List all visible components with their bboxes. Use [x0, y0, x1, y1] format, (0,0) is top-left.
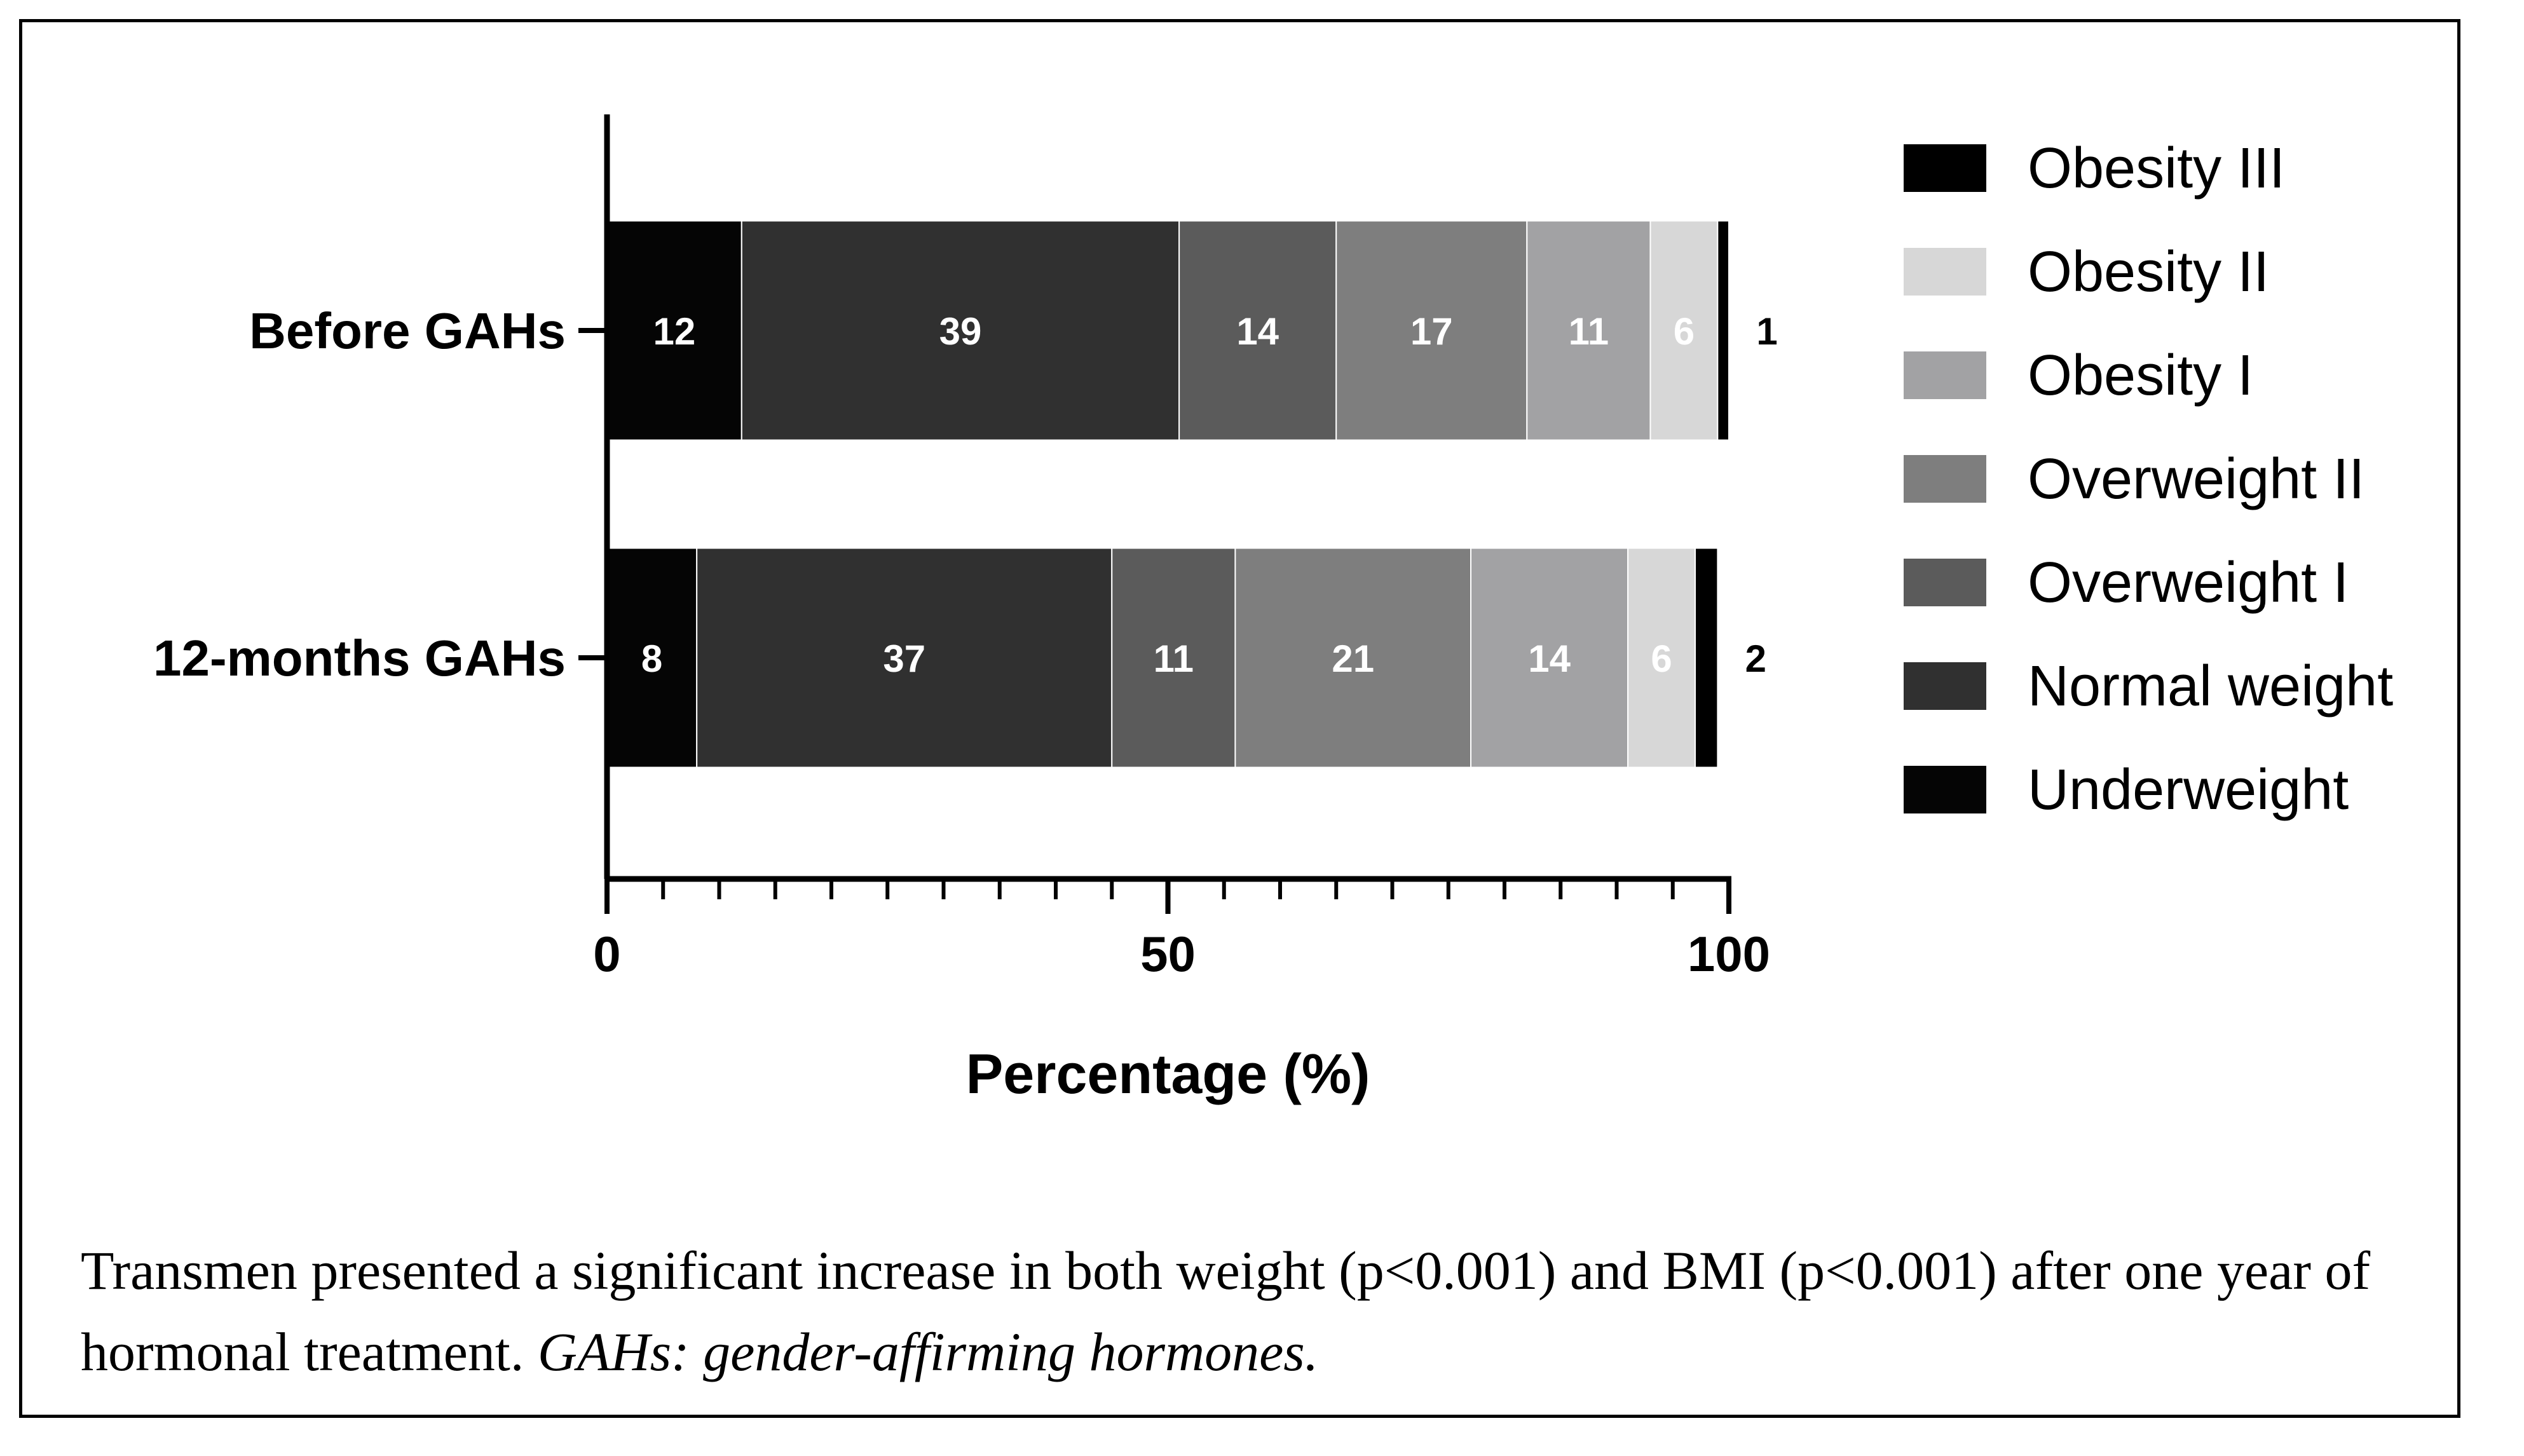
legend-item-obesity-ii: Obesity II — [1904, 240, 2269, 304]
legend-swatch — [1904, 766, 1986, 813]
bar-segment-underweight-1 — [606, 547, 698, 768]
legend-item-underweight: Underweight — [1904, 758, 2349, 822]
figure-caption: Transmen presented a significant increas… — [81, 1230, 2432, 1392]
legend-label: Obesity II — [2028, 240, 2269, 304]
bar-segment-obesity-ii-0 — [1649, 220, 1719, 441]
legend-label: Normal weight — [2028, 655, 2393, 718]
data-label-underweight-0: 12 — [653, 310, 696, 353]
x-tick-label-100: 100 — [1688, 926, 1770, 982]
data-label-obesity-i-1: 14 — [1528, 637, 1571, 680]
bar-segment-normal-weight-1 — [696, 547, 1113, 768]
caption-text: Transmen presented a significant increas… — [81, 1240, 2371, 1382]
data-label-obesity-ii-1: 6 — [1651, 637, 1672, 680]
x-tick-label-50: 50 — [1140, 926, 1196, 982]
bar-segment-overweight-i-0 — [1178, 220, 1337, 441]
legend-label: Overweight II — [2028, 447, 2364, 511]
data-label-normal-weight-1: 37 — [883, 637, 925, 680]
data-label-overweight-ii-1: 21 — [1332, 637, 1374, 680]
legend: Obesity III Obesity II Obesity I Overweight… — [1904, 137, 2393, 822]
axes-layer: Before GAHs 12-months GAHs 0 50 100 Percentag… — [153, 114, 1770, 1105]
bars-layer: 12 39 14 17 11 6 1 8 37 11 21 14 6 2 — [606, 220, 1778, 768]
data-label-underweight-1: 8 — [641, 637, 662, 680]
category-label-1: 12-months GAHs — [153, 630, 566, 686]
legend-item-overweight-i: Overweight I — [1904, 551, 2349, 615]
x-axis-title: Percentage (%) — [966, 1042, 1370, 1105]
data-label-obesity-ii-0: 6 — [1674, 310, 1695, 353]
legend-item-obesity-iii: Obesity III — [1904, 137, 2285, 200]
data-label-overweight-i-1: 11 — [1154, 637, 1194, 680]
bar-segment-obesity-iii-1 — [1695, 547, 1719, 768]
legend-label: Obesity III — [2028, 137, 2285, 200]
data-label-obesity-iii-1: 2 — [1745, 637, 1766, 680]
data-label-overweight-ii-0: 17 — [1410, 310, 1453, 353]
legend-item-obesity-i: Obesity I — [1904, 344, 2253, 407]
bar-segment-overweight-ii-1 — [1234, 547, 1472, 768]
bar-segment-overweight-i-1 — [1111, 547, 1236, 768]
caption-abbreviation: GAHs: gender-affirming hormones. — [537, 1321, 1319, 1382]
legend-swatch — [1904, 248, 1986, 296]
legend-label: Underweight — [2028, 758, 2349, 822]
legend-item-normal-weight: Normal weight — [1904, 655, 2393, 718]
stacked-bar-chart: 12 39 14 17 11 6 1 8 37 11 21 14 6 2 Before GAHs 12-mo… — [153, 114, 2393, 1105]
bar-segment-overweight-ii-0 — [1335, 220, 1528, 441]
legend-item-overweight-ii: Overweight II — [1904, 447, 2364, 511]
legend-label: Obesity I — [2028, 344, 2253, 407]
legend-swatch — [1904, 144, 1986, 192]
figure-frame: 12 39 14 17 11 6 1 8 37 11 21 14 6 2 Before GAHs 12-mo… — [19, 19, 2460, 1418]
legend-swatch — [1904, 455, 1986, 503]
data-label-normal-weight-0: 39 — [939, 310, 982, 353]
bar-segment-normal-weight-0 — [740, 220, 1180, 441]
data-label-obesity-i-0: 11 — [1569, 310, 1609, 353]
legend-label: Overweight I — [2028, 551, 2349, 615]
bar-segment-obesity-i-0 — [1526, 220, 1651, 441]
data-label-obesity-iii-0: 1 — [1756, 310, 1777, 353]
category-label-0: Before GAHs — [249, 303, 566, 359]
legend-swatch — [1904, 559, 1986, 606]
data-label-overweight-i-0: 14 — [1236, 310, 1279, 353]
bar-segment-obesity-iii-0 — [1717, 220, 1730, 441]
legend-swatch — [1904, 351, 1986, 399]
bar-segment-underweight-0 — [606, 220, 742, 441]
bar-segment-obesity-ii-1 — [1627, 547, 1696, 768]
legend-swatch — [1904, 662, 1986, 710]
x-tick-label-0: 0 — [593, 926, 620, 982]
